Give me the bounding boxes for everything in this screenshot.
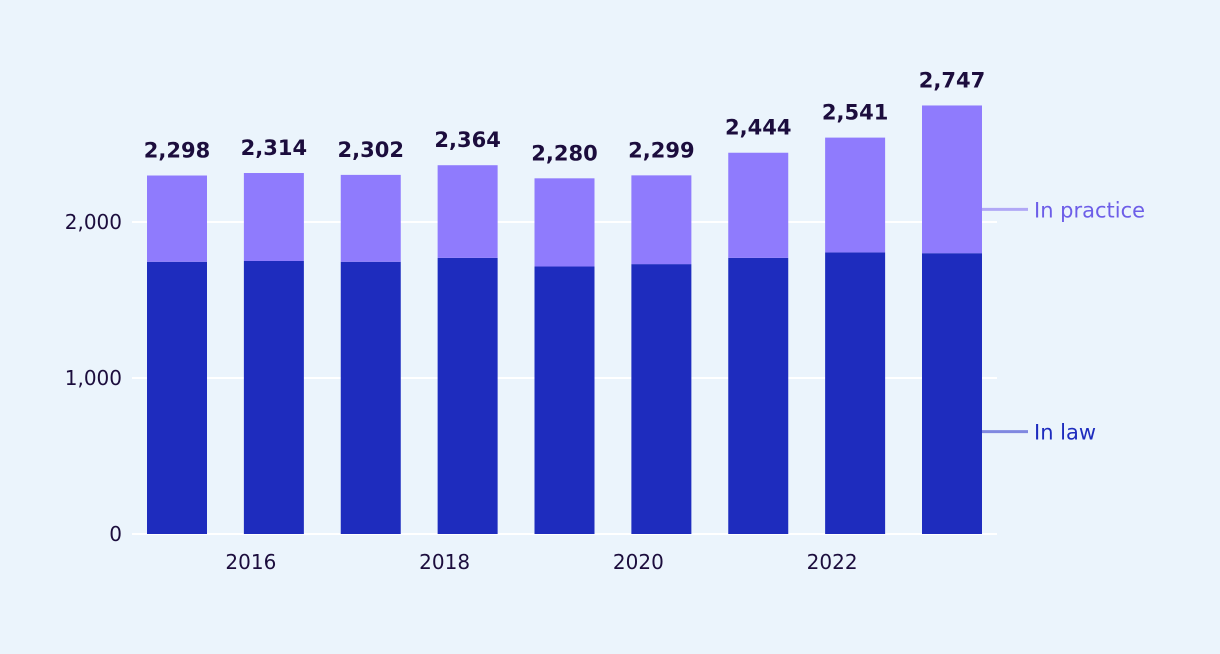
legend-label-in-law: In law [1034,421,1096,445]
bar-in-practice-2019 [534,178,595,267]
bar-in-law-2015 [147,261,207,534]
axis-layer: 0 1,000 2,000 2016 2018 2020 2022 [65,210,858,574]
x-tick-label: 2020 [613,550,664,574]
y-tick-label: 0 [109,522,122,546]
bar-in-practice-2023 [922,105,982,254]
bars-layer [147,105,982,535]
total-label-2017: 2,302 [338,138,404,162]
bar-in-practice-2021 [728,152,789,258]
bar-in-practice-2015 [147,175,207,262]
total-label-2023: 2,747 [919,68,985,92]
x-tick-label: 2022 [807,550,858,574]
legend-label-in-practice: In practice [1034,198,1145,222]
bar-in-law-2016 [243,261,304,534]
bar-in-practice-2016 [243,173,304,261]
x-tick-label: 2016 [225,550,276,574]
bar-in-practice-2022 [825,137,886,253]
bar-in-practice-2018 [437,165,498,258]
bar-in-law-2017 [340,261,401,534]
total-label-2018: 2,364 [434,128,500,152]
bar-in-practice-2017 [340,174,401,262]
bar-in-law-2022 [825,252,886,535]
total-label-2020: 2,299 [628,138,694,162]
bar-in-law-2021 [728,257,789,534]
bar-in-law-2023 [922,253,982,534]
total-label-2016: 2,314 [241,136,307,160]
bar-in-law-2019 [534,266,595,534]
y-tick-label: 2,000 [65,210,122,234]
bar-in-practice-2020 [631,175,692,265]
legend-layer: In law In practice [982,198,1145,445]
total-label-2022: 2,541 [822,101,888,125]
x-tick-label: 2018 [419,550,470,574]
total-label-2015: 2,298 [144,139,210,163]
total-label-2019: 2,280 [531,141,597,165]
bar-in-law-2020 [631,264,692,534]
bar-in-law-2018 [437,257,498,534]
labels-layer: 2,298 2,314 2,302 2,364 2,280 2,299 2,444 2,541… [144,68,985,165]
y-tick-label: 1,000 [65,366,122,390]
total-label-2021: 2,444 [725,116,791,140]
